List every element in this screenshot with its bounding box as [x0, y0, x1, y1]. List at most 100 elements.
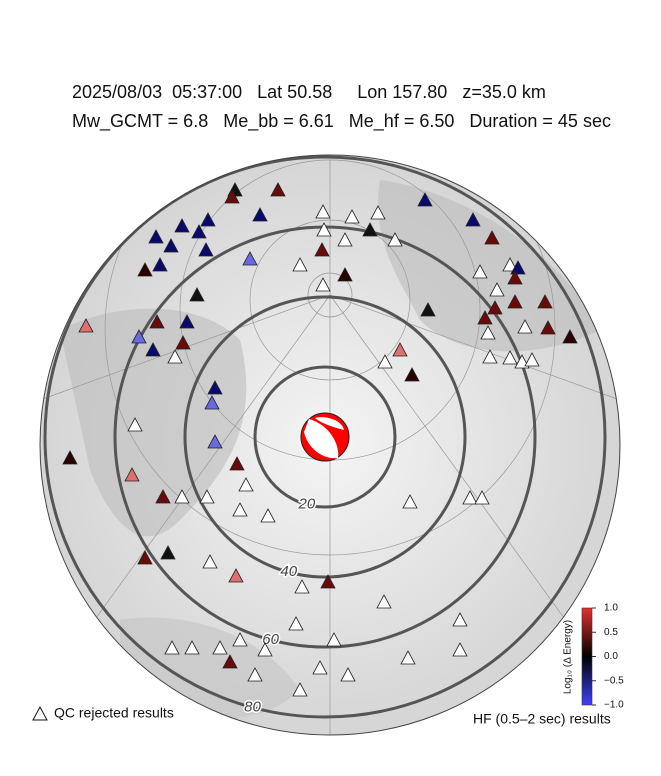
station — [137, 262, 153, 277]
station — [316, 222, 332, 237]
station — [167, 349, 183, 364]
station — [78, 318, 94, 333]
station — [472, 264, 488, 279]
station — [207, 434, 223, 449]
station — [474, 490, 490, 505]
station — [465, 212, 481, 227]
header-line: Mw_GCMT = 6.8 Me_bb = 6.61 Me_hf = 6.50 … — [72, 111, 611, 132]
station — [288, 616, 304, 631]
colorbar-tick-label: −1.0 — [604, 700, 624, 711]
station — [200, 212, 216, 227]
station — [337, 267, 353, 282]
distance-ring — [43, 155, 607, 719]
station — [537, 294, 553, 309]
station — [400, 650, 416, 665]
station — [487, 300, 503, 315]
colorbar-tick-label: −0.5 — [604, 675, 624, 686]
colorbar-label: Log₁₀ (Δ Energy) — [563, 620, 574, 694]
station — [292, 257, 308, 272]
station — [376, 594, 392, 609]
landmass — [60, 308, 247, 537]
station — [480, 325, 496, 340]
station — [315, 277, 331, 292]
station — [229, 456, 245, 471]
station — [204, 395, 220, 410]
station — [340, 667, 356, 682]
station — [402, 494, 418, 509]
station — [452, 642, 468, 657]
station — [270, 182, 286, 197]
station — [224, 189, 240, 204]
station — [377, 354, 393, 369]
legend-text: QC rejected results — [54, 705, 174, 721]
station — [131, 329, 147, 344]
station — [175, 335, 191, 350]
station — [238, 477, 254, 492]
station — [462, 490, 478, 505]
colorbar-tick-label: 0.5 — [604, 627, 618, 638]
station — [320, 574, 336, 589]
station — [179, 314, 195, 329]
station — [148, 229, 164, 244]
station — [124, 467, 140, 482]
station — [149, 314, 165, 329]
station — [189, 287, 205, 302]
station — [145, 342, 161, 357]
station — [417, 192, 433, 207]
station — [222, 654, 238, 669]
station — [184, 640, 200, 655]
station — [404, 367, 420, 382]
station — [362, 222, 378, 237]
station — [312, 660, 328, 675]
globe-outline — [39, 154, 621, 736]
distance-label: 80 — [244, 698, 261, 715]
legend-text: HF (0.5–2 sec) results — [473, 711, 611, 727]
station — [260, 508, 276, 523]
station — [294, 579, 310, 594]
station — [164, 640, 180, 655]
distance-label: 40 — [280, 563, 297, 580]
station — [257, 642, 273, 657]
station — [477, 310, 493, 325]
station — [502, 350, 518, 365]
station — [252, 207, 268, 222]
station — [228, 568, 244, 583]
station — [202, 554, 218, 569]
landmass — [378, 180, 600, 352]
station — [370, 205, 386, 220]
station — [540, 320, 556, 335]
station — [507, 294, 523, 309]
station — [232, 502, 248, 517]
station — [152, 257, 168, 272]
distance-ring — [253, 365, 397, 509]
station — [392, 342, 408, 357]
station — [315, 204, 331, 219]
station — [326, 632, 342, 647]
station — [452, 612, 468, 627]
station — [174, 218, 190, 233]
station — [524, 352, 540, 367]
station — [212, 640, 228, 655]
colorbar-tick-label: 1.0 — [604, 603, 618, 614]
station — [482, 349, 498, 364]
station — [247, 667, 263, 682]
station — [155, 489, 171, 504]
station — [292, 682, 308, 697]
station — [562, 329, 578, 344]
station — [191, 224, 207, 239]
station — [199, 489, 215, 504]
station — [242, 251, 258, 266]
station — [314, 242, 330, 257]
station — [507, 270, 523, 285]
station — [517, 319, 533, 334]
station — [174, 489, 190, 504]
colorbar-tick-label: 0.0 — [604, 651, 618, 662]
station — [420, 302, 436, 317]
station — [502, 257, 518, 272]
station — [344, 209, 360, 224]
distance-ring — [183, 295, 467, 579]
station — [337, 232, 353, 247]
distance-label: 20 — [298, 496, 316, 513]
station — [198, 242, 214, 257]
